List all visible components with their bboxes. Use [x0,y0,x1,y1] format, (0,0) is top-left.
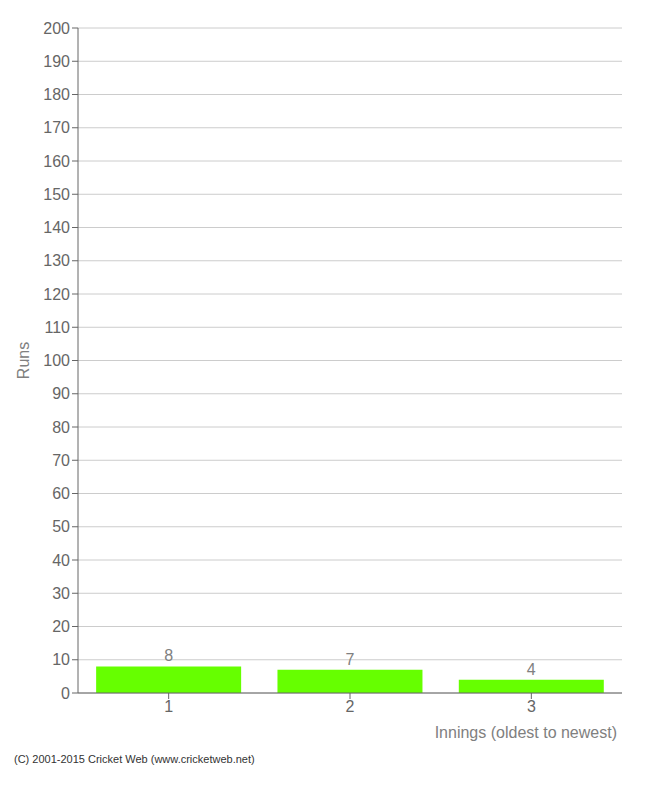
svg-text:20: 20 [52,618,70,635]
svg-text:70: 70 [52,452,70,469]
svg-text:Innings (oldest to newest): Innings (oldest to newest) [435,724,617,741]
svg-text:190: 190 [43,53,70,70]
svg-text:4: 4 [527,661,536,678]
svg-text:150: 150 [43,186,70,203]
svg-text:140: 140 [43,219,70,236]
svg-text:120: 120 [43,286,70,303]
svg-text:1: 1 [164,698,173,715]
svg-text:160: 160 [43,153,70,170]
svg-text:Runs: Runs [15,342,32,379]
svg-text:100: 100 [43,352,70,369]
svg-text:8: 8 [164,647,173,664]
html-text:(C) 2001-2015 Cricket Web (www: (C) 2001-2015 Cricket Web (www.cricketwe… [14,753,255,765]
svg-text:10: 10 [52,651,70,668]
svg-text:60: 60 [52,485,70,502]
svg-text:50: 50 [52,518,70,535]
svg-text:40: 40 [52,552,70,569]
svg-text:110: 110 [44,319,70,336]
svg-text:90: 90 [52,385,70,402]
svg-text:2: 2 [346,698,355,715]
svg-text:30: 30 [52,585,70,602]
svg-text:7: 7 [346,651,355,668]
svg-text:180: 180 [43,86,70,103]
svg-text:130: 130 [43,252,70,269]
svg-text:0: 0 [61,685,70,702]
svg-text:170: 170 [43,119,70,136]
svg-text:80: 80 [52,419,70,436]
svg-text:200: 200 [43,20,70,37]
svg-text:3: 3 [527,698,536,715]
